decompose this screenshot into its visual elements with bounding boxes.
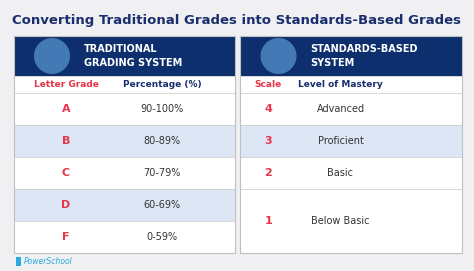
Text: Percentage (%): Percentage (%) <box>123 80 201 89</box>
Bar <box>16 257 21 266</box>
Text: Converting Traditional Grades into Standards-Based Grades: Converting Traditional Grades into Stand… <box>12 14 462 27</box>
Text: F: F <box>62 232 70 242</box>
Text: 4: 4 <box>264 104 273 114</box>
Bar <box>240 93 462 125</box>
Text: STANDARDS-BASED
SYSTEM: STANDARDS-BASED SYSTEM <box>310 44 418 68</box>
Text: 0-59%: 0-59% <box>146 232 178 242</box>
Text: D: D <box>61 200 71 210</box>
Bar <box>14 36 236 253</box>
Ellipse shape <box>261 38 297 74</box>
Ellipse shape <box>34 38 70 74</box>
Text: A: A <box>62 104 70 114</box>
Text: C: C <box>62 168 70 178</box>
Bar <box>14 221 236 253</box>
Bar <box>240 36 462 76</box>
Text: B: B <box>62 136 70 146</box>
Bar <box>240 76 462 93</box>
Bar <box>14 76 236 93</box>
Text: Letter Grade: Letter Grade <box>34 80 99 89</box>
Text: Proficient: Proficient <box>318 136 364 146</box>
Text: 90-100%: 90-100% <box>140 104 183 114</box>
Text: Below Basic: Below Basic <box>311 216 370 226</box>
Bar <box>14 189 236 221</box>
Text: Level of Mastery: Level of Mastery <box>298 80 383 89</box>
Text: 60-69%: 60-69% <box>144 200 181 210</box>
Bar <box>240 189 462 253</box>
Text: Basic: Basic <box>328 168 354 178</box>
Text: 3: 3 <box>264 136 272 146</box>
Text: 70-79%: 70-79% <box>143 168 181 178</box>
Bar <box>240 157 462 189</box>
Bar <box>240 125 462 157</box>
Bar <box>14 125 236 157</box>
Text: 1: 1 <box>264 216 273 226</box>
Text: 2: 2 <box>264 168 273 178</box>
Bar <box>14 157 236 189</box>
Text: 80-89%: 80-89% <box>144 136 181 146</box>
Text: TRADITIONAL
GRADING SYSTEM: TRADITIONAL GRADING SYSTEM <box>84 44 182 68</box>
Bar <box>240 36 462 253</box>
Text: PowerSchool: PowerSchool <box>24 257 73 266</box>
Bar <box>14 93 236 125</box>
Bar <box>14 36 236 76</box>
Text: Scale: Scale <box>255 80 282 89</box>
Text: Advanced: Advanced <box>317 104 365 114</box>
